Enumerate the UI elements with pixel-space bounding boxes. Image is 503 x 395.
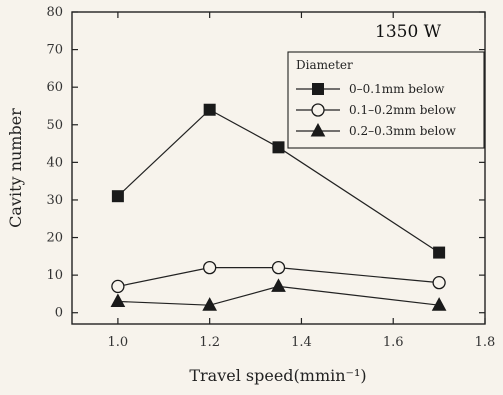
data-point — [432, 276, 446, 290]
legend-items: 0–0.1mm below 0.1–0.2mm below 0.2–0.3mm be… — [296, 82, 457, 138]
legend-label: 0.2–0.3mm below — [349, 124, 457, 138]
legend-label: 0–0.1mm below — [349, 82, 445, 96]
y-tick-label: 10 — [46, 268, 63, 283]
x-tick-label: 1.2 — [199, 335, 220, 350]
legend-marker — [312, 83, 324, 95]
series-layer — [110, 103, 447, 311]
series-2 — [111, 260, 446, 294]
legend: Diameter 0–0.1mm below 0.1–0.2mm below 0.2… — [287, 51, 485, 149]
x-tick-label: 1.0 — [108, 335, 129, 350]
axis-ticks: 0 10 20 30 40 50 60 70 80 1.0 1.2 1.4 1.6 1.8 — [46, 5, 495, 350]
data-point — [203, 103, 216, 116]
series-line — [117, 285, 440, 306]
legend-item: 0–0.1mm below — [296, 82, 445, 96]
y-tick-label: 40 — [46, 155, 63, 170]
data-point — [111, 190, 124, 203]
legend-item: 0.2–0.3mm below — [296, 122, 457, 138]
x-tick-label: 1.4 — [291, 335, 312, 350]
legend-marker — [310, 122, 326, 137]
series-3 — [110, 278, 447, 311]
data-point — [203, 260, 217, 275]
series-line — [117, 108, 440, 254]
y-tick-label: 60 — [46, 80, 63, 95]
y-axis-title: Cavity number — [6, 108, 25, 228]
data-point — [271, 260, 286, 275]
data-point — [433, 246, 446, 259]
data-point — [271, 278, 286, 292]
legend-title: Diameter — [296, 58, 353, 72]
data-point — [431, 297, 447, 311]
y-tick-label: 20 — [46, 231, 63, 246]
data-point — [110, 293, 126, 307]
y-tick-label: 30 — [46, 193, 63, 208]
plot-frame — [71, 11, 486, 325]
x-tick-label: 1.6 — [383, 335, 404, 350]
series-line — [117, 267, 440, 287]
y-tick-label: 80 — [46, 5, 63, 20]
data-point — [202, 297, 218, 311]
y-tick-label: 0 — [55, 306, 63, 321]
data-point — [272, 141, 285, 154]
legend-label: 0.1–0.2mm below — [349, 103, 457, 117]
x-axis-title: Travel speed(mmin⁻¹) — [189, 366, 366, 385]
series-1 — [111, 103, 446, 259]
legend-marker — [311, 103, 325, 117]
y-tick-label: 70 — [46, 43, 63, 58]
y-tick-label: 50 — [46, 118, 63, 133]
data-point — [111, 279, 125, 294]
x-tick-label: 1.8 — [475, 335, 496, 350]
power-annotation: 1350 W — [375, 22, 442, 42]
legend-item: 0.1–0.2mm below — [296, 103, 457, 117]
